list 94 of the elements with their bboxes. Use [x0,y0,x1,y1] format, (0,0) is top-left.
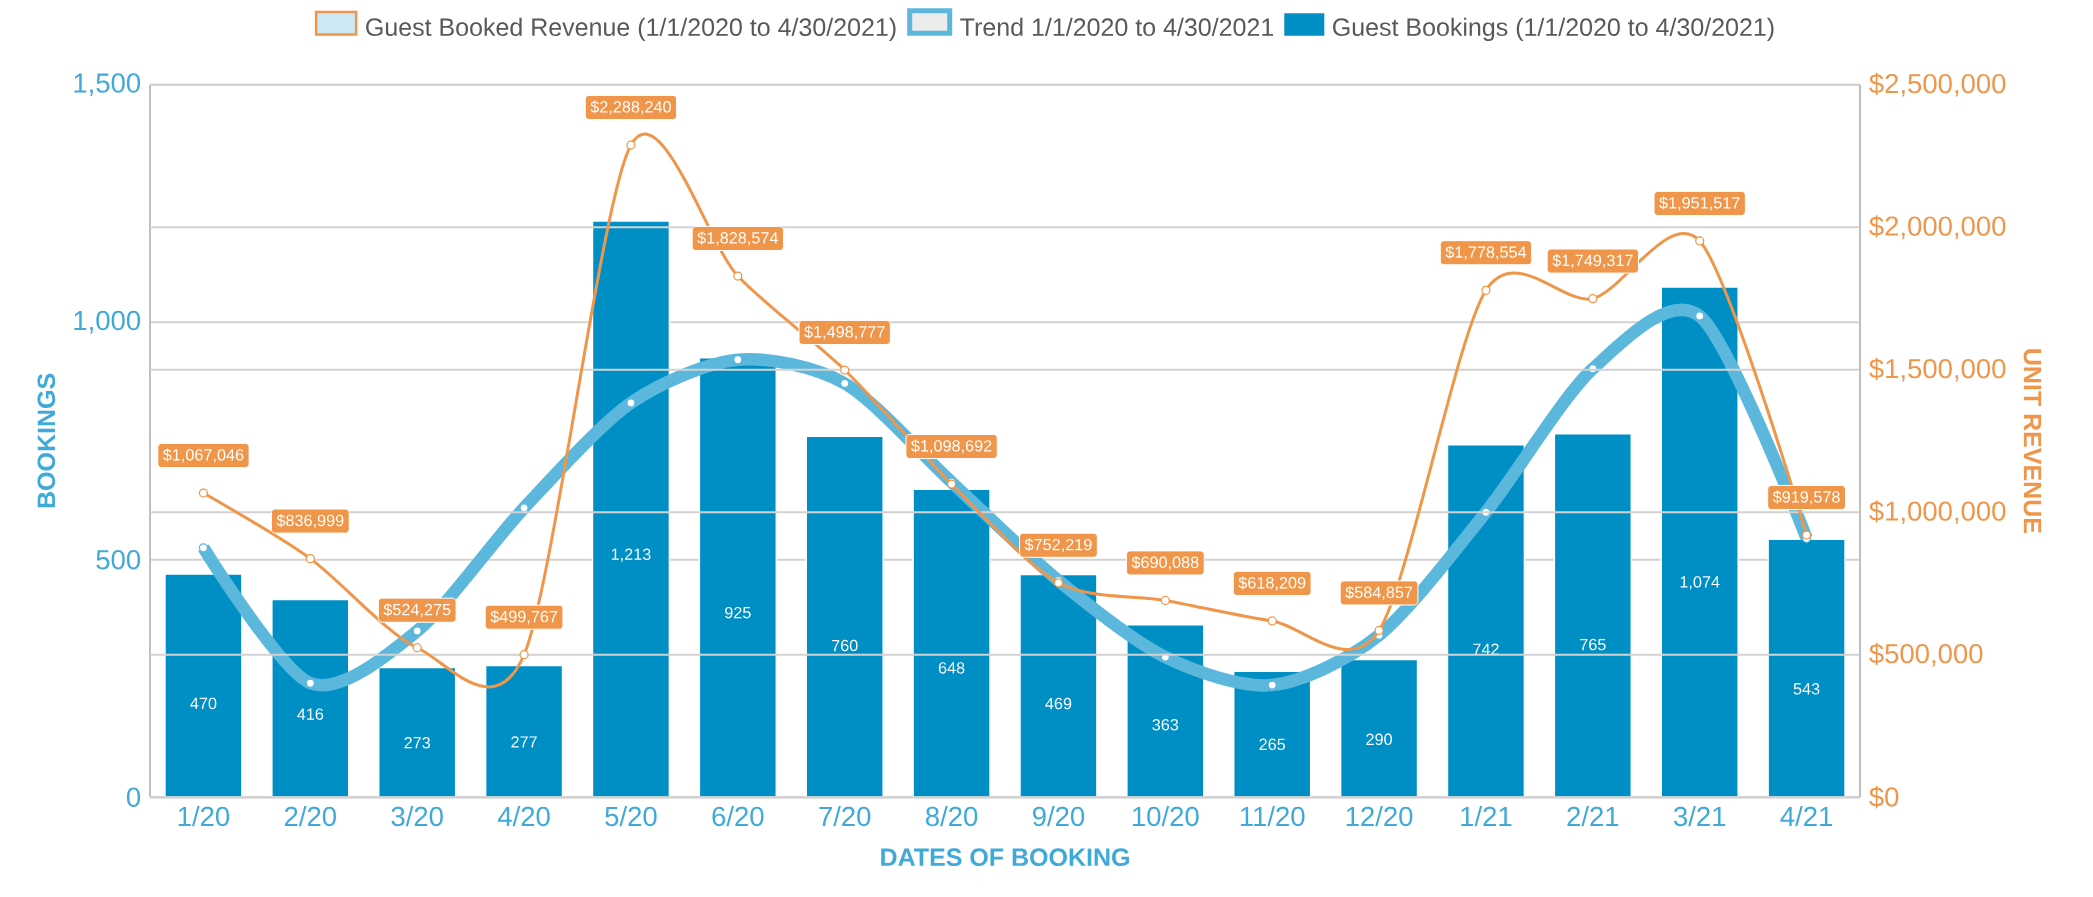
data-label: $690,088 [1131,555,1199,570]
data-label: 760 [831,639,858,652]
point [1160,595,1170,606]
bar [1553,432,1633,798]
bar [271,598,350,798]
x-tick-label: 12/20 [1346,805,1413,827]
data-label: $1,749,317 [1552,253,1633,269]
y2-tick-label: $0 [1869,785,1899,809]
data-label: $1,828,574 [697,231,778,246]
point [1695,236,1705,246]
x-tick-label: 2/21 [1567,805,1619,827]
data-label: 469 [1045,697,1072,710]
y-tick-label: 0 [126,787,141,807]
x-axis-title: DATES OF BOOKING [881,848,1129,866]
point [412,626,422,636]
data-label: 925 [725,606,751,619]
y-tick-label: 500 [96,549,141,570]
point [1481,285,1491,295]
bar [698,356,778,798]
bar [1660,286,1739,798]
y-tick-label: 1,500 [74,73,141,96]
data-label: $524,275 [383,603,451,618]
data-label: 1,213 [611,548,651,562]
bar [484,664,564,798]
data-label: $499,767 [490,610,558,625]
bar [1339,658,1419,798]
point [412,643,422,653]
point [198,488,209,498]
data-label: 648 [938,662,965,674]
y2-tick-label: $1,500,000 [1869,357,2006,382]
bar [591,220,671,798]
legend-label: Guest Bookings (1/1/2020 to 4/30/2021) [1333,17,1774,41]
data-label: 363 [1152,718,1179,731]
point [840,365,850,375]
x-tick-label: 1/21 [1461,805,1512,827]
y2-axis-title: UNIT REVENUE [2023,349,2042,533]
data-label: $1,951,517 [1659,196,1740,211]
point [626,140,636,150]
x-tick-label: 4/20 [497,805,550,827]
x-tick-label: 8/20 [925,805,978,827]
data-label: $836,999 [276,513,344,529]
data-label: 765 [1580,638,1606,651]
data-label: $584,857 [1345,585,1413,600]
data-label: $1,498,777 [804,325,885,340]
point [1267,616,1277,626]
y2-tick-label: $500,000 [1869,642,1983,667]
x-tick-label: 5/20 [605,805,657,827]
x-tick-label: 3/20 [391,805,443,827]
data-label: 416 [297,708,324,720]
x-tick-label: 4/21 [1780,805,1832,827]
data-label: $1,067,046 [162,448,244,463]
point [626,398,636,408]
data-label: $2,288,240 [590,100,671,115]
bar [164,573,243,798]
x-tick-label: 1/20 [178,805,230,827]
legend-label: Guest Booked Revenue (1/1/2020 to 4/30/2021) [366,17,896,41]
point [1588,293,1598,304]
bar [1446,443,1526,798]
point [198,543,209,553]
point [519,650,529,660]
point [519,503,529,513]
y2-tick-label: $2,000,000 [1869,215,2006,240]
data-label: 470 [190,697,217,710]
point [733,271,743,281]
x-tick-label: 11/20 [1240,805,1305,827]
data-label: 277 [511,736,537,748]
point [305,553,315,564]
data-label: $752,219 [1024,538,1092,553]
bar [377,666,457,798]
x-tick-label: 2/20 [284,805,336,827]
data-label: $1,778,554 [1445,245,1527,260]
bar [1019,573,1098,798]
data-label: $1,098,692 [911,439,992,454]
x-tick-label: 6/20 [712,805,764,827]
x-tick-label: 3/21 [1674,805,1726,827]
x-tick-label: 9/20 [1032,805,1085,827]
y2-tick-label: $1,000,000 [1869,500,2006,525]
bar [805,435,884,798]
x-tick-label: 7/20 [819,805,871,827]
y-axis-title: BOOKINGS [37,373,56,508]
y-tick-label: 1,000 [74,310,141,334]
point [1267,680,1277,690]
data-label: 273 [404,736,431,749]
data-label: 290 [1366,733,1392,745]
legend-label: Trend 1/1/2020 to 4/30/2021 [960,17,1274,36]
data-label: 543 [1793,683,1820,695]
bar [1126,623,1205,798]
data-label: 265 [1259,738,1286,750]
y2-tick-label: $2,500,000 [1869,72,2006,97]
point [1374,625,1384,636]
data-label: $919,578 [1772,490,1840,505]
data-label: 1,074 [1680,576,1720,590]
x-tick-label: 10/20 [1133,805,1199,827]
data-label: $618,209 [1238,576,1306,591]
